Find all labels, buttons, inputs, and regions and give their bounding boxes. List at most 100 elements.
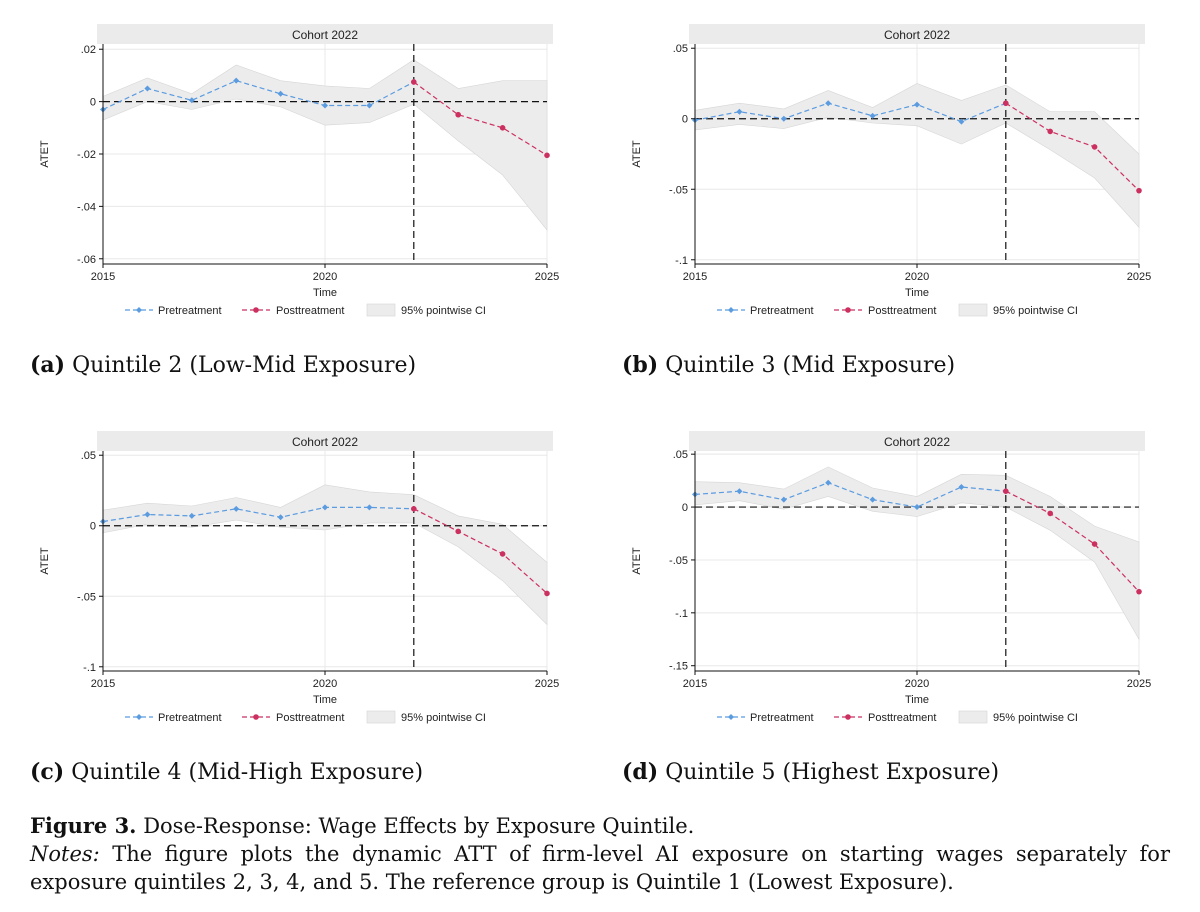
y-tick-label: .05 (673, 449, 688, 461)
strip-title: Cohort 2022 (884, 28, 950, 42)
legend-pre-label: Pretreatment (158, 712, 222, 724)
pretreatment-point (144, 85, 151, 92)
chart-panel-b: Cohort 2022 .05 0 -.05 -.1 2015 2020 2025 Time AT… (622, 22, 1182, 322)
chart-svg-b: Cohort 2022 .05 0 -.05 -.1 2015 2020 2025 Time AT… (631, 24, 1151, 317)
pretreatment-point (780, 496, 787, 503)
pretreatment-point (958, 483, 965, 490)
posttreatment-point (1091, 541, 1098, 547)
caption-a-label: (a) (30, 352, 66, 378)
strip-header (97, 431, 553, 451)
figure-caption: Figure 3. Dose-Response: Wage Effects by… (30, 812, 1170, 896)
x-tick-label: 2015 (683, 678, 707, 690)
y-tick-label: -.04 (77, 201, 96, 213)
pretreatment-point (958, 118, 965, 125)
legend-post-label: Posttreatment (276, 712, 344, 724)
y-axis-title: ATET (39, 140, 51, 168)
caption-c-text: Quintile 4 (Mid-High Exposure) (71, 760, 424, 785)
strip-header (689, 24, 1145, 44)
y-axis-title: ATET (39, 547, 51, 575)
legend-ci-label: 95% pointwise CI (993, 712, 1078, 724)
pretreatment-point (233, 77, 240, 84)
pretreatment-point (825, 479, 832, 486)
y-tick-label: .05 (673, 43, 688, 55)
pretreatment-point (188, 512, 195, 519)
figure-notes-text-2: exposure quintiles 2, 3, 4, and 5. The r… (30, 870, 954, 894)
posttreatment-line (413, 508, 548, 594)
posttreatment-point (1136, 588, 1142, 595)
y-tick-label: 0 (90, 521, 96, 533)
x-tick-label: 2025 (1127, 678, 1151, 690)
figure-notes-line-2: exposure quintiles 2, 3, 4, and 5. The r… (30, 868, 1170, 896)
posttreatment-point (455, 528, 462, 535)
x-tick-label: 2020 (905, 678, 929, 690)
x-axis-title: Time (905, 694, 929, 706)
legend-ci-swatch (958, 303, 988, 317)
figure-title: Dose-Response: Wage Effects by Exposure … (143, 814, 695, 838)
legend-pre-swatch-marker (728, 307, 734, 313)
legend-ci-swatch (366, 710, 396, 724)
legend-post-label: Posttreatment (276, 305, 344, 317)
legend-pre-swatch-marker (136, 714, 142, 720)
caption-d-text: Quintile 5 (Highest Exposure) (665, 760, 1000, 785)
pretreatment-line (694, 482, 1006, 508)
chart-panel-d: Cohort 2022 .05 0 -.05 -.1 -.15 2015 2020 2025 Ti… (622, 429, 1182, 729)
legend-pre-swatch-marker (136, 307, 142, 313)
legend-post-swatch-marker (845, 307, 851, 313)
pretreatment-point (366, 504, 373, 511)
pretreatment-point (914, 101, 920, 108)
pretreatment-line (102, 80, 415, 111)
caption-a: (a) Quintile 2 (Low-Mid Exposure) (30, 352, 416, 378)
pretreatment-point (914, 504, 920, 511)
x-tick-label: 2020 (905, 271, 929, 283)
legend-post-label: Posttreatment (868, 305, 936, 317)
caption-c-label: (c) (30, 759, 65, 785)
ci-band (694, 83, 1140, 229)
posttreatment-line (1005, 490, 1140, 593)
caption-d: (d) Quintile 5 (Highest Exposure) (622, 759, 999, 785)
pretreatment-point (277, 90, 284, 97)
legend-pre-label: Pretreatment (750, 305, 814, 317)
posttreatment-point (499, 551, 506, 557)
posttreatment-point (499, 125, 506, 131)
x-tick-label: 2015 (683, 271, 707, 283)
y-tick-label: 0 (682, 114, 688, 126)
pretreatment-line (694, 102, 1007, 123)
posttreatment-line (1005, 102, 1140, 192)
pretreatment-point (322, 102, 328, 109)
pretreatment-point (869, 112, 876, 119)
x-tick-label: 2025 (535, 678, 559, 690)
legend-post-swatch-marker (253, 714, 259, 720)
caption-b-text: Quintile 3 (Mid Exposure) (665, 353, 956, 378)
pretreatment-point (736, 108, 743, 115)
caption-d-label: (d) (622, 759, 659, 785)
x-axis-title: Time (905, 287, 929, 299)
y-tick-label: -.1 (675, 255, 688, 267)
pretreatment-point (322, 504, 328, 511)
pretreatment-point (277, 514, 284, 521)
y-tick-label: -.05 (669, 555, 688, 567)
y-tick-label: 0 (90, 97, 96, 109)
legend-post-swatch-marker (845, 714, 851, 720)
posttreatment-point (1047, 128, 1053, 135)
pretreatment-point (366, 102, 373, 109)
x-tick-label: 2025 (535, 271, 559, 283)
y-axis-title: ATET (631, 140, 643, 168)
x-axis-title: Time (313, 694, 337, 706)
strip-title: Cohort 2022 (292, 435, 358, 449)
x-axis-title: Time (313, 287, 337, 299)
chart-panel-a: Cohort 2022 .02 0 -.02 -.04 -.06 2015 2020 2025 T… (30, 22, 590, 322)
legend-post-label: Posttreatment (868, 712, 936, 724)
figure-notes-label: Notes: (30, 842, 100, 866)
legend-ci-swatch (958, 710, 988, 724)
chart-svg-a: Cohort 2022 .02 0 -.02 -.04 -.06 2015 2020 2025 T… (39, 24, 559, 317)
pretreatment-point (188, 97, 195, 104)
y-tick-label: 0 (682, 502, 688, 514)
legend-post-swatch-marker (253, 307, 259, 313)
y-tick-label: .05 (81, 450, 96, 462)
posttreatment-point (1003, 488, 1009, 494)
chart-svg-d: Cohort 2022 .05 0 -.05 -.1 -.15 2015 2020 2025 Ti… (631, 431, 1151, 724)
y-axis-title: ATET (631, 547, 643, 575)
y-tick-label: -.05 (669, 184, 688, 196)
figure-notes-line-1: Notes: The figure plots the dynamic ATT … (30, 840, 1170, 868)
legend-pre-swatch-marker (728, 714, 734, 720)
